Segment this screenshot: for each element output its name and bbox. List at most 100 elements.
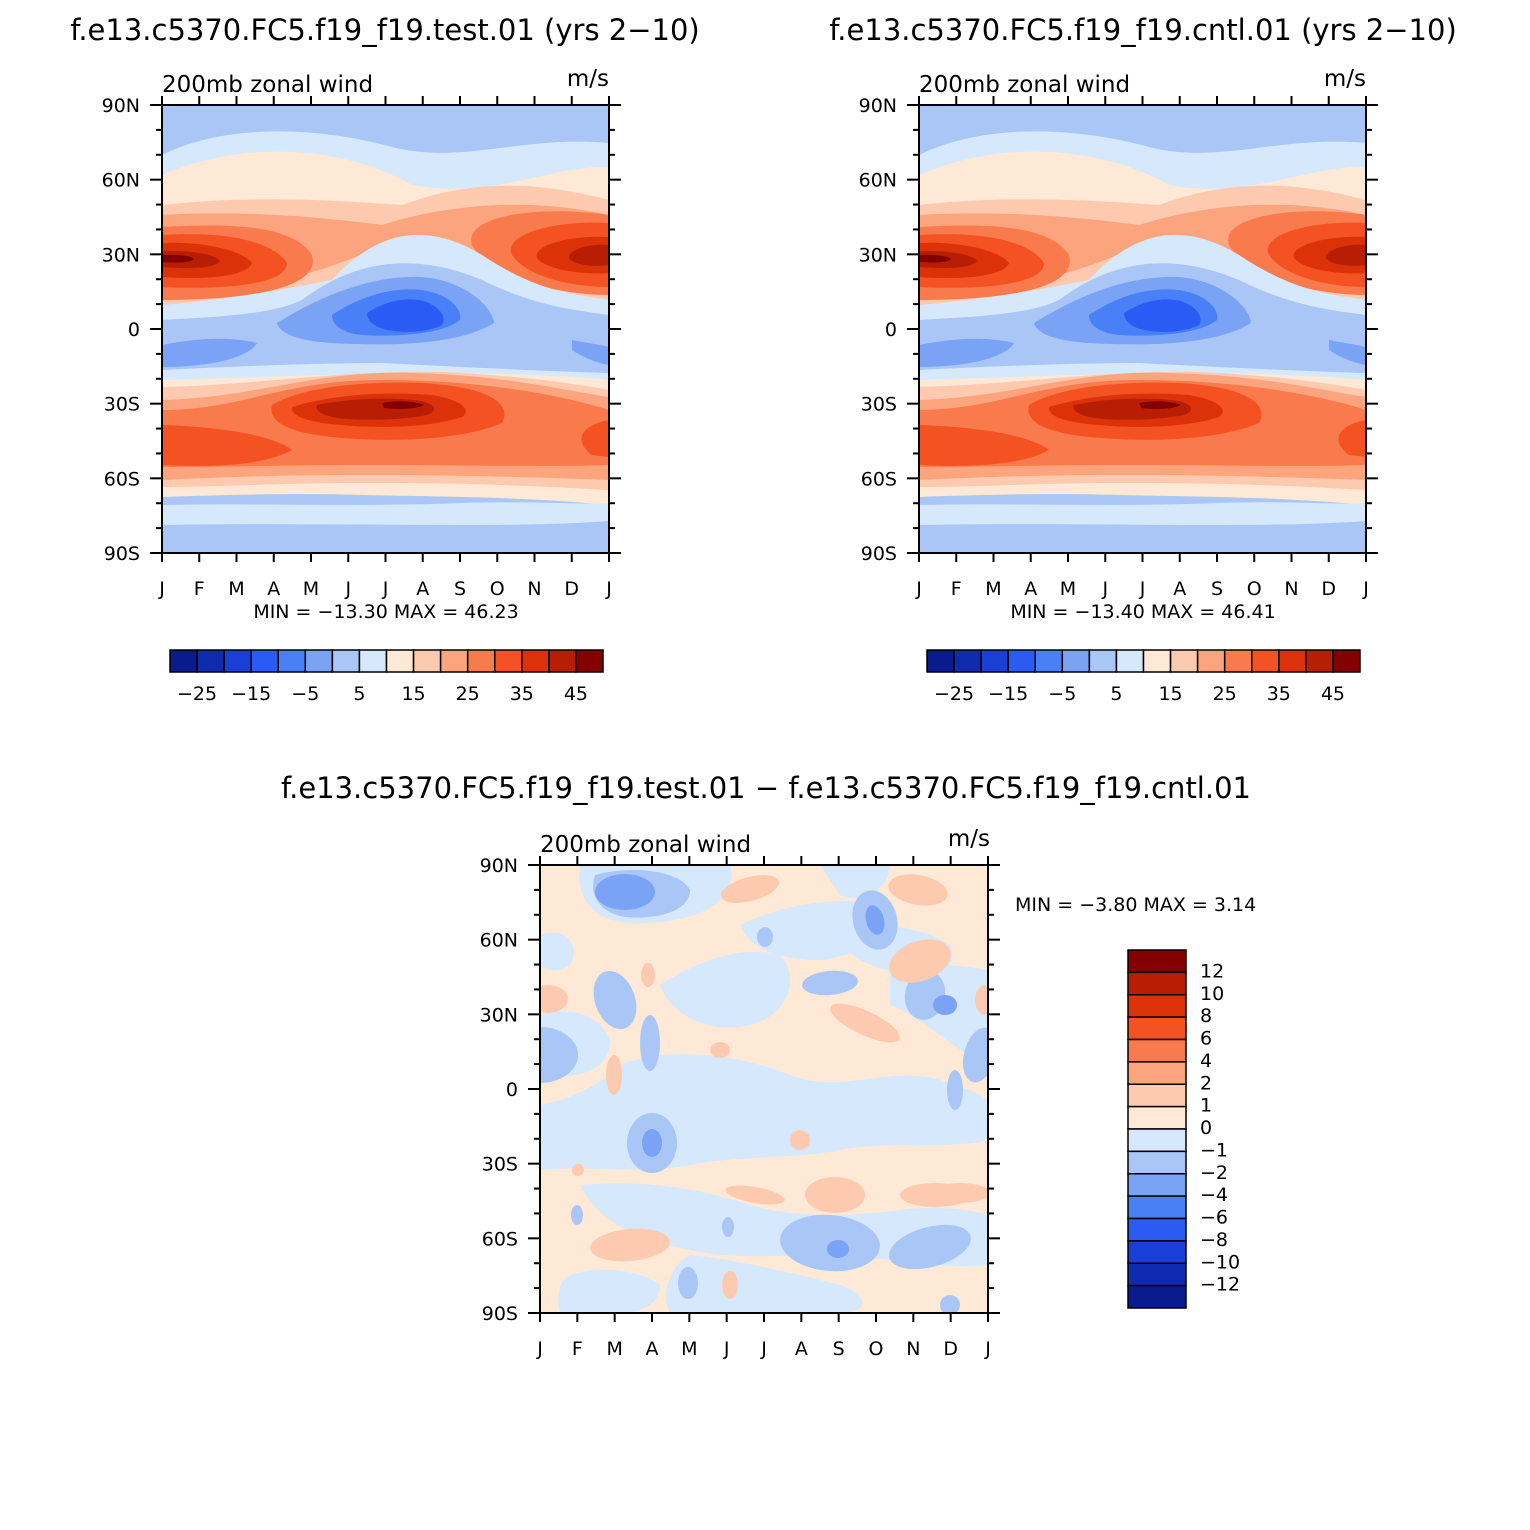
panel-a-colorbar-label: 35	[510, 683, 534, 705]
panel-a-contour	[367, 299, 444, 332]
panel-c-colorbar-box	[1127, 1195, 1187, 1220]
panel-b-x-tick-label: J	[1101, 578, 1108, 600]
panel-c-colorbar-label: 1	[1200, 1095, 1212, 1117]
panel-c-colorbar-box	[1127, 1016, 1187, 1041]
panel-a-axes: J F M A M J J A S O N D J 90N 60N 30N 0 30S 60S 90S	[102, 95, 621, 600]
panel-c-colorbar-label: −12	[1200, 1274, 1240, 1296]
panel-c-x-tick-label: S	[833, 1338, 845, 1360]
panel-a-colorbar-box	[277, 649, 307, 673]
panel-b-colorbar-box	[1034, 649, 1064, 673]
panel-c-contour	[606, 1055, 622, 1095]
panel-b-x-tick-label: D	[1321, 578, 1336, 600]
panel-b-colorbar-box	[926, 649, 955, 673]
panel-a-x-tick-label: S	[454, 578, 466, 600]
panel-b-right-label: m/s	[1324, 66, 1366, 92]
panel-a-colorbar-box	[494, 649, 523, 673]
panel-c-x-tick-label: A	[646, 1338, 659, 1360]
panel-a-x-tick-label: F	[194, 578, 205, 600]
panel-c-contour	[802, 970, 858, 996]
panel-b-colorbar-box	[1088, 649, 1118, 673]
panel-b-x-tick-label: N	[1284, 578, 1298, 600]
panel-b-colorbar-box	[1305, 649, 1334, 673]
panel-b-y-tick-label: 30N	[859, 244, 897, 266]
panel-a-colorbar-box	[223, 649, 252, 673]
panel-c-contour	[710, 1042, 730, 1058]
panel-c-colorbar-label: 10	[1200, 983, 1224, 1005]
panel-a-colorbar-box	[575, 649, 604, 673]
panel-c-contour	[593, 970, 637, 1030]
panel-b-field	[919, 105, 1366, 553]
panel-b-x-tick-label: S	[1211, 578, 1223, 600]
panel-c-contour	[595, 874, 655, 910]
panel-c-contour	[930, 1183, 988, 1203]
panel-c-colorbar-label: −4	[1200, 1184, 1228, 1206]
panel-c-colorbar-label: 8	[1200, 1005, 1212, 1027]
panel-c-colorbar-box	[1127, 1150, 1187, 1175]
panel-a-y-tick-label: 0	[128, 319, 140, 341]
panel-a-colorbar-box	[358, 649, 388, 673]
panel-c-contour	[889, 1224, 971, 1270]
panel-c-left-label: 200mb zonal wind	[540, 832, 751, 858]
panel-a-colorbar-box	[548, 649, 577, 673]
panel-c-x-tick-label: M	[681, 1338, 697, 1360]
panel-b-colorbar-label: 35	[1267, 683, 1291, 705]
panel-b-x-tick-label: M	[985, 578, 1001, 600]
panel-a-y-tick-label: 30S	[104, 394, 140, 416]
panel-a-colorbar-box	[439, 649, 469, 673]
panel-c-contour	[540, 932, 574, 971]
panel-c-y-tick-label: 60S	[482, 1228, 518, 1250]
panel-c-contour	[540, 985, 568, 1013]
panel-c-x-tick-label: J	[760, 1338, 767, 1360]
panel-a-title: f.e13.c5370.FC5.f19_f19.test.01 (yrs 2−1…	[70, 13, 700, 47]
panel-a-colorbar-box	[385, 649, 415, 673]
panel-c-contour	[725, 1185, 785, 1205]
panel-b-contour	[1329, 340, 1366, 365]
panel-c-contour	[641, 963, 655, 987]
panel-b-x-tick-label: A	[1024, 578, 1037, 600]
panel-a-x-tick-label: J	[344, 578, 351, 600]
panel-c-colorbar-label: 2	[1200, 1072, 1212, 1094]
panel-b-contour	[919, 254, 951, 263]
panel-a-x-tick-label: J	[382, 578, 389, 600]
panel-a-x-tick-label: M	[228, 578, 244, 600]
panel-a-x-tick-label: D	[564, 578, 579, 600]
panel-c-x-tick-label: N	[906, 1338, 920, 1360]
panel-a-contour	[572, 340, 609, 365]
panel-c-colorbar-box	[1127, 1262, 1187, 1287]
panel-b-x-tick-label: F	[951, 578, 962, 600]
panel-b-colorbar-box	[1115, 649, 1145, 673]
panel-c-contour	[642, 1129, 662, 1157]
panel-c-x-tick-label: F	[572, 1338, 583, 1360]
panel-c-contour	[820, 865, 890, 899]
panel-b-colorbar-box	[1061, 649, 1091, 673]
panel-c-contour	[590, 1228, 670, 1262]
panel-c-colorbar-box	[1127, 994, 1187, 1018]
panel-a-contour	[382, 401, 424, 409]
panel-a-colorbar-box	[331, 649, 361, 673]
panel-c-x-tick-label: J	[723, 1338, 730, 1360]
panel-c-contour	[722, 1271, 738, 1299]
panel-c-colorbar-box	[1127, 1240, 1187, 1264]
panel-c-y-tick-label: 30S	[482, 1154, 518, 1176]
panel-c-colorbar-box	[1127, 1083, 1187, 1108]
panel-a-x-tick-label: J	[605, 578, 612, 600]
panel-b-y-tick-label: 60N	[859, 170, 897, 192]
panel-b-colorbar-box	[1278, 649, 1307, 673]
panel-c-contour	[580, 1183, 988, 1267]
panel-c-contour	[790, 1130, 810, 1150]
panel-b-contour	[919, 425, 1049, 466]
panel-c-contour	[678, 1267, 698, 1299]
panel-c-contour	[975, 985, 988, 1015]
panel-a-x-tick-label: J	[158, 578, 165, 600]
panel-a-y-tick-label: 60N	[102, 170, 140, 192]
panel-a-colorbar-label: 25	[456, 683, 480, 705]
panel-a-colorbar-label: −15	[231, 683, 271, 705]
panel-b-colorbar-label: −15	[988, 683, 1028, 705]
panel-b-colorbar-label: 5	[1110, 683, 1122, 705]
panel-a-x-tick-label: M	[303, 578, 319, 600]
panel-a-x-tick-label: A	[416, 578, 429, 600]
panel-c-colorbar-box	[1127, 1105, 1187, 1130]
panel-a-colorbar-label: 5	[353, 683, 365, 705]
panel-c-colorbar-box	[1127, 1284, 1187, 1309]
